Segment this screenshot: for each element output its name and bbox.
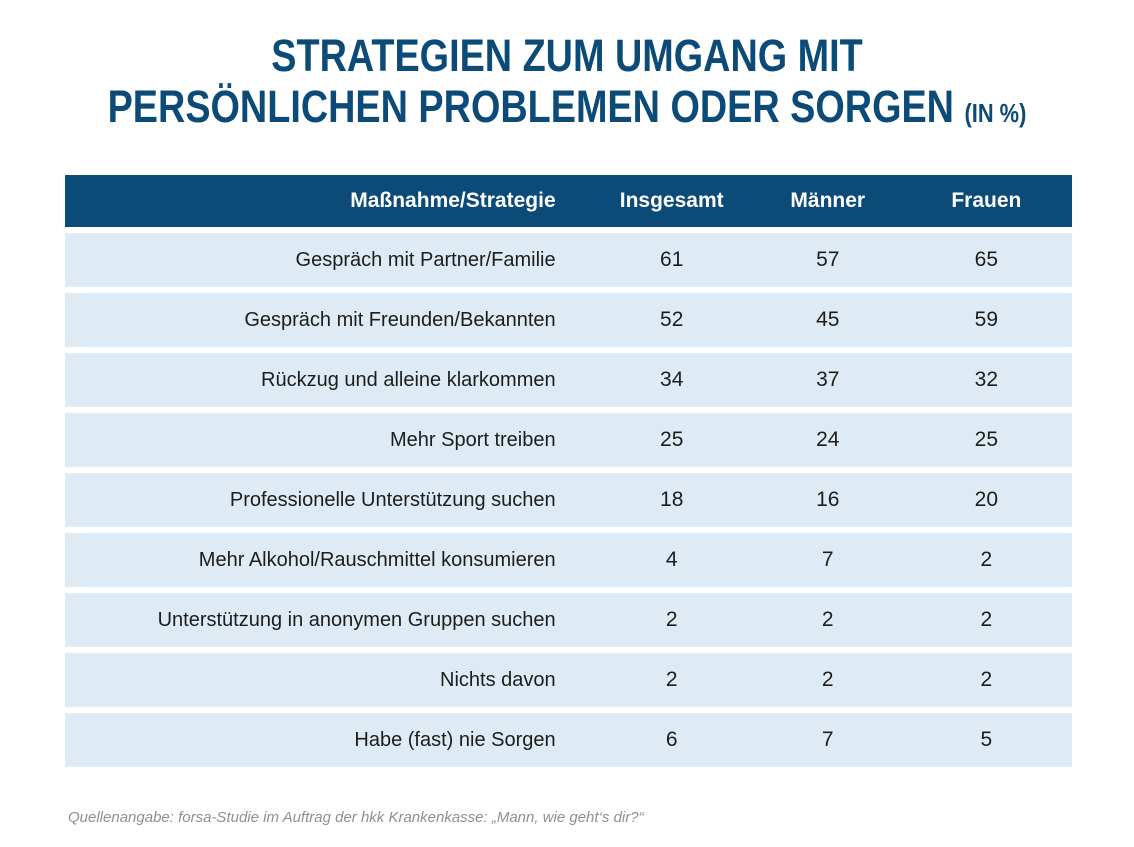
column-header-insgesamt: Insgesamt (619, 189, 724, 212)
title-line-1: STRATEGIEN ZUM UMGANG MIT (271, 30, 863, 81)
cell-insgesamt: 25 (660, 428, 684, 451)
cell-frauen: 65 (974, 248, 999, 271)
table-row: Habe (fast) nie Sorgen 6 7 5 (65, 713, 1072, 767)
row-label: Gespräch mit Partner/Familie (295, 248, 556, 271)
cell-maenner: 37 (816, 368, 840, 391)
title-units-suffix: (IN %) (964, 98, 1027, 128)
cell-insgesamt: 6 (665, 728, 678, 751)
table-row: Unterstützung in anonymen Gruppen suchen… (65, 593, 1072, 647)
cell-maenner: 45 (816, 308, 840, 331)
cell-maenner: 16 (816, 488, 840, 511)
cell-frauen: 32 (974, 368, 999, 391)
cell-insgesamt: 34 (660, 368, 684, 391)
cell-maenner: 7 (821, 728, 834, 751)
table-header-row: Maßnahme/Strategie Insgesamt Männer Frau… (65, 175, 1072, 227)
data-table: Maßnahme/Strategie Insgesamt Männer Frau… (65, 175, 1072, 773)
cell-maenner: 24 (816, 428, 840, 451)
table-row: Mehr Alkohol/Rauschmittel konsumieren 4 … (65, 533, 1072, 587)
chart-title: STRATEGIEN ZUM UMGANG MIT PERSÖNLICHEN P… (0, 0, 1134, 139)
cell-maenner: 7 (821, 548, 834, 571)
row-label: Habe (fast) nie Sorgen (354, 728, 556, 751)
cell-maenner: 2 (821, 608, 834, 631)
title-line-2: PERSÖNLICHEN PROBLEMEN ODER SORGEN (IN %… (91, 81, 1044, 139)
table-row: Mehr Sport treiben 25 24 25 (65, 413, 1072, 467)
cell-insgesamt: 2 (665, 608, 678, 631)
cell-insgesamt: 61 (660, 248, 684, 271)
column-header-frauen: Frauen (951, 189, 1022, 212)
cell-frauen: 2 (980, 548, 993, 571)
cell-insgesamt: 4 (665, 548, 678, 571)
cell-frauen: 25 (974, 428, 999, 451)
cell-frauen: 2 (980, 668, 993, 691)
row-label: Rückzug und alleine klarkommen (261, 368, 556, 391)
cell-maenner: 57 (816, 248, 840, 271)
table-row: Nichts davon 2 2 2 (65, 653, 1072, 707)
table-row: Professionelle Unterstützung suchen 18 1… (65, 473, 1072, 527)
row-label: Professionelle Unterstützung suchen (229, 488, 556, 511)
table-row: Gespräch mit Freunden/Bekannten 52 45 59 (65, 293, 1072, 347)
source-note: Quellenangabe: forsa-Studie im Auftrag d… (68, 809, 644, 826)
cell-insgesamt: 52 (660, 308, 684, 331)
cell-frauen: 20 (974, 488, 999, 511)
row-label: Nichts davon (440, 668, 556, 691)
row-label: Mehr Alkohol/Rauschmittel konsumieren (198, 548, 556, 571)
row-label: Unterstützung in anonymen Gruppen suchen (157, 608, 556, 631)
row-label: Mehr Sport treiben (389, 428, 556, 451)
cell-frauen: 5 (980, 728, 993, 751)
cell-insgesamt: 18 (660, 488, 684, 511)
row-label: Gespräch mit Freunden/Bekannten (244, 308, 556, 331)
cell-frauen: 59 (974, 308, 999, 331)
cell-frauen: 2 (980, 608, 993, 631)
title-line-2-text: PERSÖNLICHEN PROBLEMEN ODER SORGEN (107, 81, 954, 132)
table-row: Gespräch mit Partner/Familie 61 57 65 (65, 233, 1072, 287)
column-header-maenner: Männer (790, 189, 866, 212)
table-row: Rückzug und alleine klarkommen 34 37 32 (65, 353, 1072, 407)
column-header-strategie: Maßnahme/Strategie (350, 189, 556, 212)
cell-insgesamt: 2 (665, 668, 678, 691)
cell-maenner: 2 (821, 668, 834, 691)
